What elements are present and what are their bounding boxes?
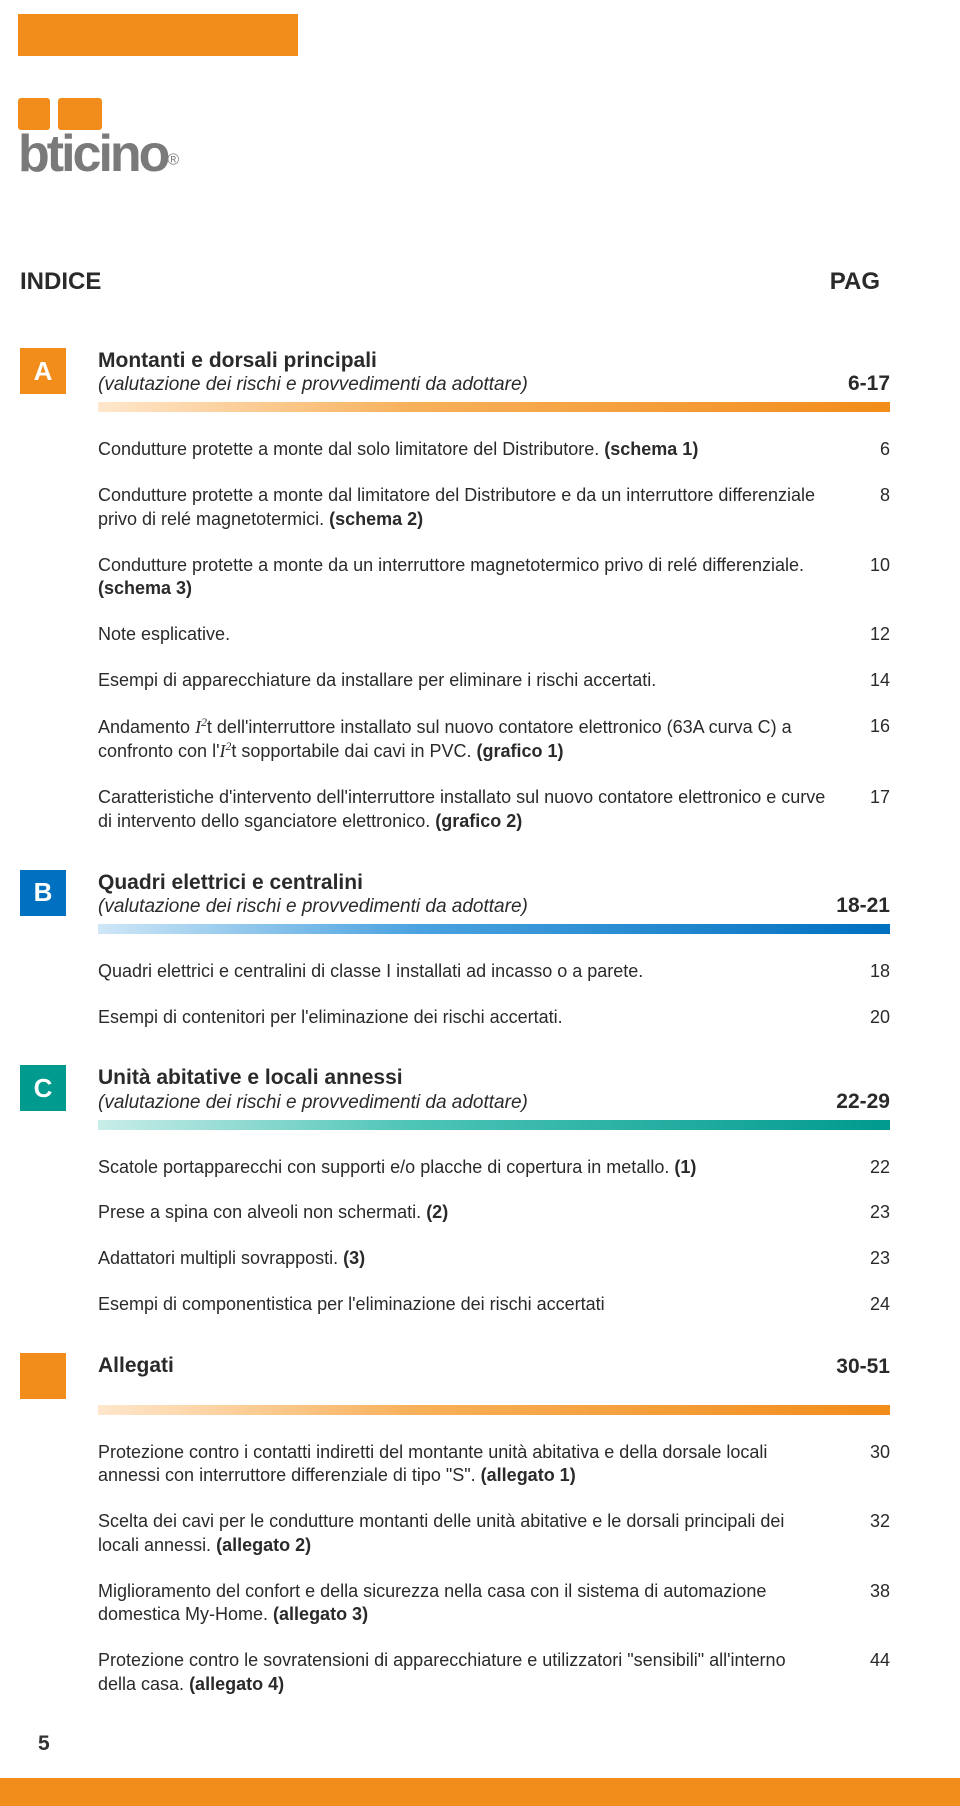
toc-entry: Condutture protette a monte dal solo lim…: [98, 438, 890, 462]
toc-entry: Miglioramento del confort e della sicure…: [98, 1580, 890, 1628]
section-letter-allegati: [20, 1353, 66, 1399]
section-c: C Unità abitative e locali annessi (valu…: [20, 1065, 890, 1316]
section-a: A Montanti e dorsali principali (valutaz…: [20, 348, 890, 834]
section-letter-c: C: [20, 1065, 66, 1111]
toc-entry: Esempi di componentistica per l'eliminaz…: [98, 1293, 890, 1317]
page-number: 5: [38, 1732, 50, 1756]
section-divider-orange: [98, 402, 890, 412]
header-pag: PAG: [830, 268, 880, 296]
top-accent-bar: [18, 14, 298, 56]
toc-entry: Prese a spina con alveoli non schermati.…: [98, 1201, 890, 1225]
toc-entry: Scatole portapparecchi con supporti e/o …: [98, 1156, 890, 1180]
section-divider-orange: [98, 1405, 890, 1415]
section-title: Montanti e dorsali principali: [98, 348, 528, 374]
section-letter-a: A: [20, 348, 66, 394]
logo-text: bticino: [18, 125, 167, 183]
header-indice: INDICE: [20, 268, 101, 296]
section-divider-blue: [98, 924, 890, 934]
toc-entry: Adattatori multipli sovrapposti. (3) 23: [98, 1247, 890, 1271]
toc-content: A Montanti e dorsali principali (valutaz…: [20, 348, 890, 1733]
toc-entry: Protezione contro le sovratensioni di ap…: [98, 1649, 890, 1697]
logo-registered: ®: [167, 152, 179, 169]
toc-entry: Scelta dei cavi per le condutture montan…: [98, 1510, 890, 1558]
toc-entry: Protezione contro i contatti indiretti d…: [98, 1441, 890, 1489]
section-pages: 18-21: [836, 894, 890, 918]
section-subtitle: (valutazione dei rischi e provvedimenti …: [98, 896, 528, 918]
section-title: Allegati: [98, 1353, 174, 1379]
brand-logo: bticino®: [18, 98, 179, 176]
toc-entry: Condutture protette a monte da un interr…: [98, 554, 890, 602]
toc-entry: Esempi di contenitori per l'eliminazione…: [98, 1006, 890, 1030]
toc-entry: Quadri elettrici e centralini di classe …: [98, 960, 890, 984]
section-allegati: Allegati 30-51 Protezione contro i conta…: [20, 1353, 890, 1697]
toc-entry: Esempi di apparecchiature da installare …: [98, 669, 890, 693]
section-title: Unità abitative e locali annessi: [98, 1065, 528, 1091]
section-pages: 30-51: [836, 1355, 890, 1379]
footer-accent-bar: [0, 1778, 960, 1806]
section-title: Quadri elettrici e centralini: [98, 870, 528, 896]
section-divider-teal: [98, 1120, 890, 1130]
section-subtitle: (valutazione dei rischi e provvedimenti …: [98, 374, 528, 396]
toc-entry: Note esplicative. 12: [98, 623, 890, 647]
toc-entry: Andamento I2t dell'interruttore installa…: [98, 715, 890, 765]
index-header: INDICE PAG: [20, 268, 880, 296]
section-letter-b: B: [20, 870, 66, 916]
section-b: B Quadri elettrici e centralini (valutaz…: [20, 870, 890, 1030]
toc-entry: Caratteristiche d'intervento dell'interr…: [98, 786, 890, 834]
toc-entry: Condutture protette a monte dal limitato…: [98, 484, 890, 532]
section-pages: 22-29: [836, 1090, 890, 1114]
section-pages: 6-17: [848, 372, 890, 396]
section-subtitle: (valutazione dei rischi e provvedimenti …: [98, 1092, 528, 1114]
